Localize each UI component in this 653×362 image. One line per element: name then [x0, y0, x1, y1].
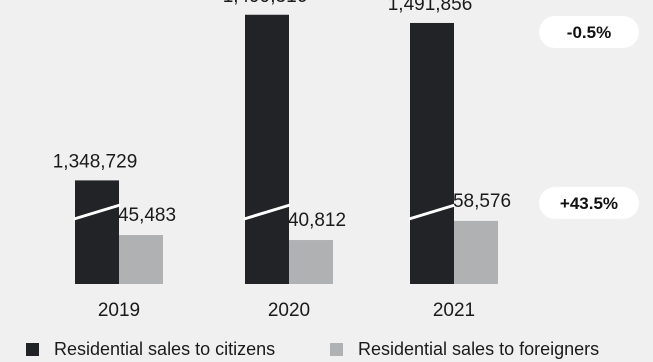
x-tick-2021: 2021: [433, 300, 475, 321]
bar-foreigners-2021: [454, 220, 498, 284]
bars-layer: [75, 14, 498, 284]
legend-swatch-citizens: [26, 343, 39, 356]
x-tick-2019: 2019: [98, 300, 140, 321]
value-label-foreigners-2020: 40,812: [288, 210, 346, 231]
bar-foreigners-2020: [289, 240, 333, 284]
axis-break-2021: [408, 203, 456, 221]
legend-swatch-foreigners: [330, 343, 343, 356]
badge-text-citizens: -0.5%: [567, 23, 611, 42]
change-badge-foreigners: +43.5%: [539, 187, 639, 219]
axis-breaks-layer: [73, 203, 456, 221]
x-tick-2020: 2020: [268, 300, 310, 321]
legend-label-citizens: Residential sales to citizens: [54, 339, 275, 359]
badge-background: [539, 16, 639, 48]
bar-foreigners-2019: [119, 235, 163, 284]
x-axis-ticks: 2019 2020 2021: [98, 300, 475, 321]
value-label-foreigners-2021: 58,576: [453, 191, 511, 212]
value-labels-layer: 1,348,729 45,483 1,499,316 40,812 1,491,856 5…: [53, 0, 511, 231]
legend-label-foreigners: Residential sales to foreigners: [358, 339, 599, 359]
value-label-foreigners-2019: 45,483: [118, 205, 176, 226]
axis-break-2020: [243, 203, 291, 221]
bar-citizens-2021: [410, 22, 454, 284]
axis-break-2019: [73, 203, 121, 221]
value-label-citizens-2019: 1,348,729: [53, 151, 138, 172]
legend: Residential sales to citizens Residentia…: [26, 339, 599, 359]
value-label-citizens-2021: 1,491,856: [388, 0, 473, 15]
value-label-citizens-2020: 1,499,316: [223, 0, 308, 7]
badge-background: [539, 187, 639, 219]
bar-citizens-2020: [245, 14, 289, 284]
badge-text-foreigners: +43.5%: [560, 194, 618, 213]
bar-citizens-2019: [75, 180, 119, 284]
change-badge-citizens: -0.5%: [539, 16, 639, 48]
